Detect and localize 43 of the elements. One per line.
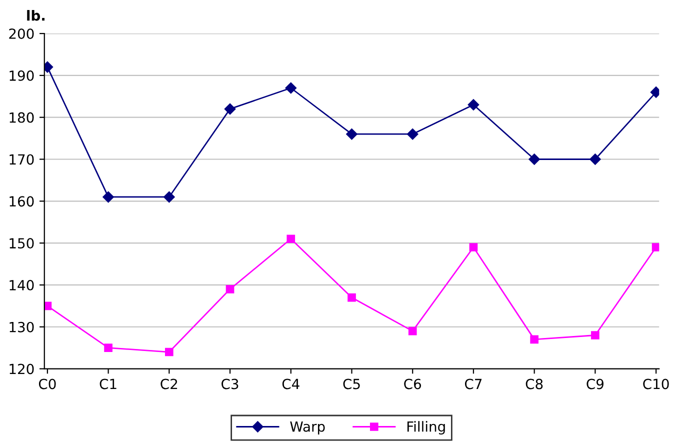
legend-label: Filling [407, 421, 445, 434]
y-tick-label: 160 [10, 196, 34, 207]
x-tick-label: C10 [643, 378, 669, 390]
legend-label: Warp [290, 421, 325, 434]
point [408, 326, 417, 336]
x-tick-label: C8 [526, 378, 543, 390]
point [528, 154, 540, 165]
point [224, 103, 236, 115]
y-tick-label: 170 [10, 154, 34, 165]
point [164, 191, 175, 203]
point [591, 331, 600, 340]
point [348, 293, 356, 302]
x-tick-label: C3 [222, 378, 238, 390]
x-tick-label: C2 [160, 378, 178, 390]
point [407, 128, 418, 140]
x-tick-label: C0 [38, 378, 56, 390]
x-tick-label: C4 [282, 378, 300, 390]
x-tick-label: C5 [343, 378, 360, 390]
point [102, 191, 114, 203]
y-tick-label: 130 [10, 322, 34, 332]
point [286, 234, 296, 244]
point [44, 302, 52, 310]
x-tick-label: C1 [100, 378, 116, 390]
point [468, 99, 480, 110]
y-tick-label: 120 [10, 364, 34, 374]
y-axis-title: lb. [27, 10, 45, 21]
point [285, 82, 296, 94]
y-tick-label: 140 [10, 280, 34, 290]
x-tick-label: C7 [464, 378, 482, 390]
point [530, 335, 538, 344]
point [104, 344, 112, 352]
point [590, 154, 601, 165]
point [469, 243, 478, 252]
point [652, 243, 660, 252]
y-tick-label: 150 [10, 238, 34, 249]
point [346, 128, 358, 140]
point [164, 348, 174, 356]
y-tick-label: 190 [10, 70, 34, 81]
x-tick-label: C9 [586, 378, 604, 390]
x-tick-label: C6 [404, 378, 421, 390]
y-tick-label: 200 [9, 28, 34, 39]
point [226, 284, 234, 294]
y-tick-label: 180 [10, 112, 34, 123]
